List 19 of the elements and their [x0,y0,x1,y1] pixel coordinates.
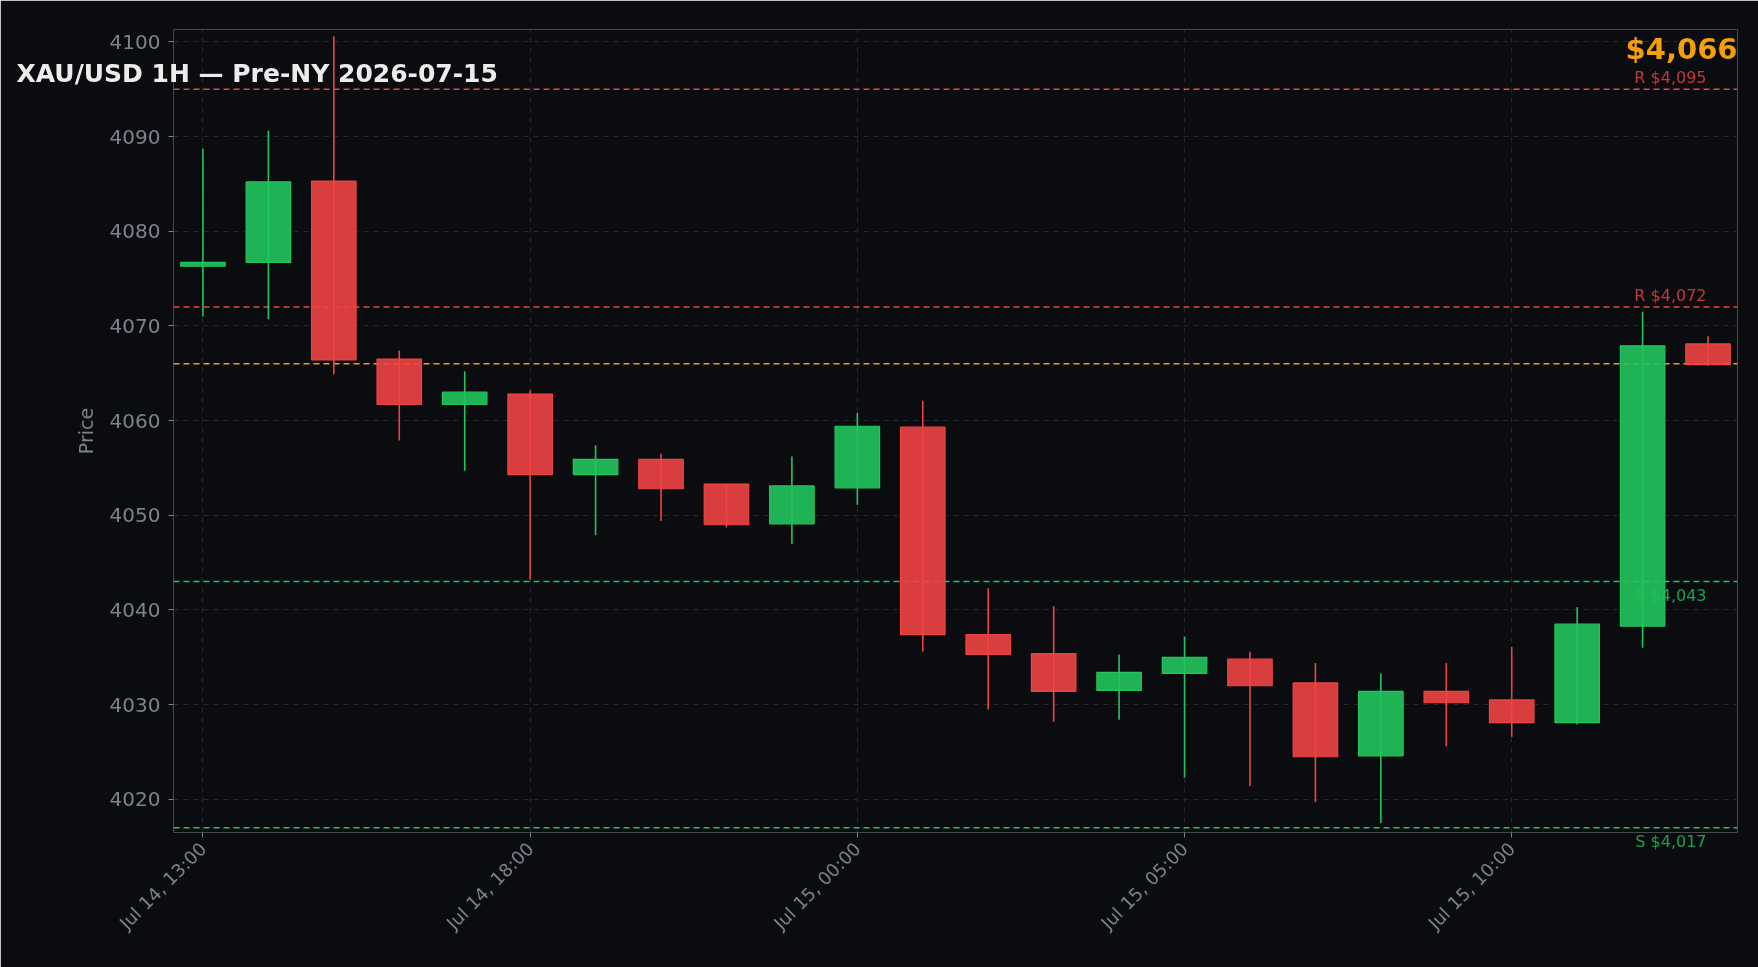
candlestick [180,148,226,318]
y-tick-label: 4080 [109,219,161,244]
y-tick-label: 4050 [109,503,161,528]
candlestick [1161,635,1208,779]
y-tick-label: 4060 [109,408,161,433]
y-tick-label: 4100 [109,29,161,54]
y-tick-label: 4030 [109,692,161,717]
y-tick-label: 4040 [109,597,161,622]
y-axis-title: Price [74,407,97,455]
ref-line-label: R $4,072 [1634,285,1707,305]
candlestick [1423,662,1470,748]
ref-line-label: S $4,017 [1635,831,1707,851]
annotation: $4,066 [1625,31,1738,66]
y-tick-label: 4020 [109,787,161,812]
candlestick [441,370,488,472]
text: XAU/USD 1H — Pre-NY 2026-07-15 [16,59,498,88]
ref-line-label: R $4,095 [1634,68,1707,88]
y-tick-label: 4090 [109,124,161,149]
y-tick-label: 4070 [109,313,161,338]
